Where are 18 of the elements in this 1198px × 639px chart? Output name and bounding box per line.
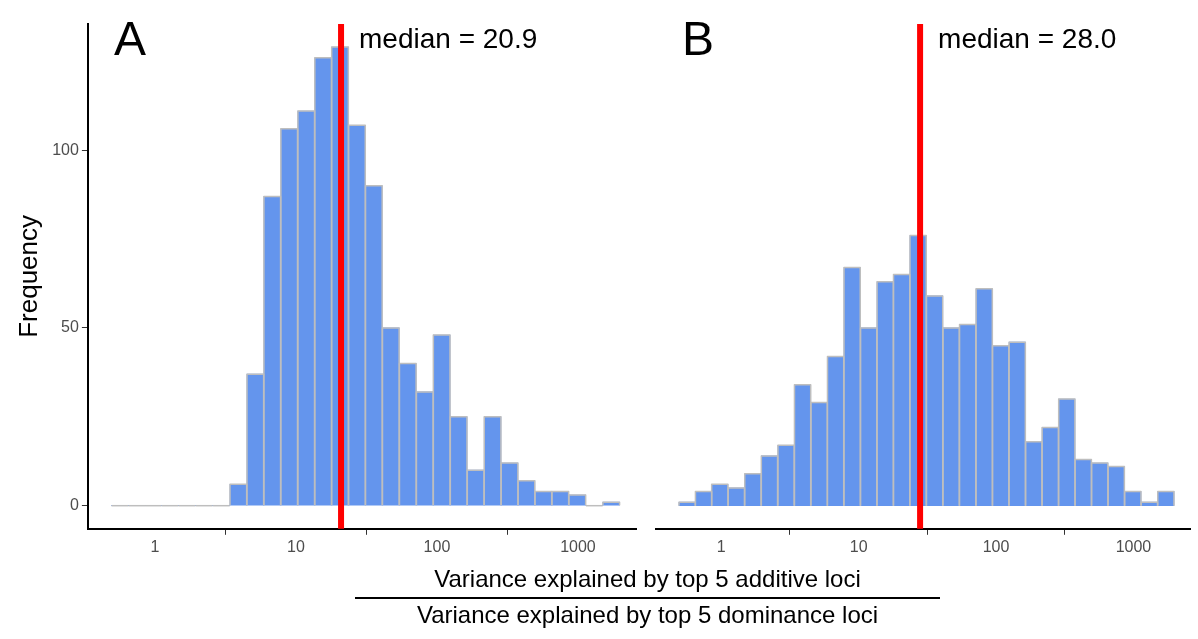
ref-line-label: median = 20.9 — [359, 22, 538, 54]
ref-line-label: median = 28.0 — [938, 22, 1117, 54]
x-tick-label: 10 — [287, 537, 305, 555]
x-tick-label: 100 — [982, 537, 1010, 555]
y-tick-label: 50 — [61, 318, 79, 336]
x-tick-label: 100 — [423, 537, 451, 555]
text: Variance explained by top 5 additive loci — [355, 565, 940, 599]
chart-title: B — [682, 12, 715, 66]
y-tick-label: 0 — [69, 496, 79, 514]
x-tick-label: 10 — [849, 537, 868, 555]
x-tick-label: 1 — [716, 537, 726, 555]
text: Variance explained by top 5 dominance loci — [415, 600, 880, 629]
y-tick-label: 100 — [52, 140, 79, 158]
y-axis-title: Frequency — [12, 214, 43, 338]
x-tick-label: 1000 — [560, 537, 596, 555]
x-tick-label: 1000 — [1115, 537, 1152, 555]
chart-title: A — [113, 12, 146, 66]
x-tick-label: 1 — [150, 537, 160, 555]
